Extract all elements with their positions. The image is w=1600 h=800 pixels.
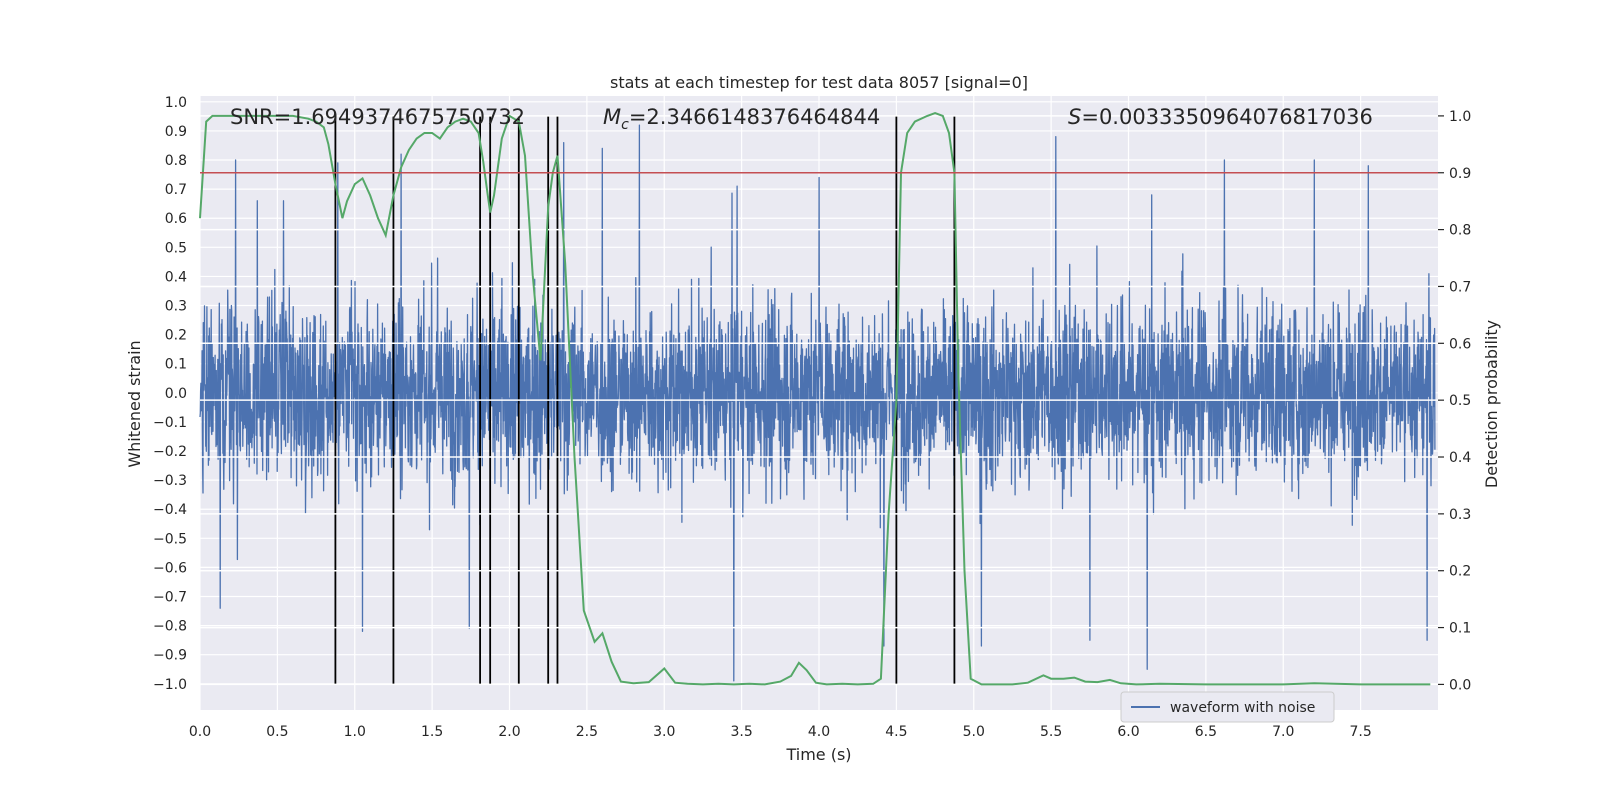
y-right-tick-label: 0.0 xyxy=(1449,677,1471,693)
y-right-tick-label: 0.6 xyxy=(1449,336,1471,352)
y-left-tick-label: −0.9 xyxy=(153,648,187,664)
y-right-tick-label: 0.5 xyxy=(1449,393,1471,409)
s-symbol: S xyxy=(1068,105,1081,129)
y-left-tick-label: −0.1 xyxy=(153,415,187,431)
y-left-tick-label: −0.2 xyxy=(153,444,187,460)
s-value: =0.0033350964076817036 xyxy=(1081,105,1373,129)
y-right-tick-label: 1.0 xyxy=(1449,109,1471,125)
y-left-tick-label: −0.5 xyxy=(153,531,187,547)
y-left-tick-label: 0.8 xyxy=(165,153,187,169)
y-left-tick-label: 1.0 xyxy=(165,95,187,111)
y-left-tick-label: 0.3 xyxy=(165,299,187,315)
x-axis-ticks: 0.0 0.5 1.0 1.5 2.0 2.5 3.0 3.5 4.0 4.5 5.0 5.5 6.0 6… xyxy=(189,724,1372,740)
x-tick-label: 5.0 xyxy=(963,724,985,740)
y-left-tick-label: −0.7 xyxy=(153,590,187,606)
y-right-tick-label: 0.3 xyxy=(1449,507,1471,523)
x-tick-label: 4.5 xyxy=(885,724,907,740)
y-left-tick-label: 0.9 xyxy=(165,124,187,140)
x-tick-label: 2.0 xyxy=(498,724,520,740)
y-left-tick-label: 0.4 xyxy=(165,269,187,285)
y-left-tick-label: 0.2 xyxy=(165,328,187,344)
x-tick-label: 0.5 xyxy=(266,724,288,740)
y-left-tick-label: −1.0 xyxy=(153,677,187,693)
y-right-tick-label: 0.2 xyxy=(1449,564,1471,580)
x-tick-label: 2.5 xyxy=(576,724,598,740)
legend-label-waveform: waveform with noise xyxy=(1170,700,1315,716)
y-left-axis-ticks: 1.0 0.9 0.8 0.7 0.6 0.5 0.4 0.3 0.2 0.1 0.0 −0.1 −0.… xyxy=(153,95,187,693)
x-tick-label: 6.0 xyxy=(1117,724,1139,740)
y-left-tick-label: 0.7 xyxy=(165,182,187,198)
chirp-mass-value: =2.3466148376464844 xyxy=(629,105,880,129)
waveform-series xyxy=(199,124,1436,682)
x-tick-label: 7.0 xyxy=(1272,724,1294,740)
y-right-tick-label: 0.9 xyxy=(1449,166,1471,182)
detection-probability-series xyxy=(199,112,1431,686)
y-left-tick-label: 0.5 xyxy=(165,240,187,256)
s-annotation: S=0.0033350964076817036 xyxy=(1068,105,1373,129)
chirp-mass-subscript: c xyxy=(621,117,629,133)
x-tick-label: 3.0 xyxy=(653,724,675,740)
y-right-tick-label: 0.4 xyxy=(1449,450,1471,466)
snr-annotation: SNR=1.6949374675750732 xyxy=(230,105,525,129)
detection-probability-line xyxy=(199,112,1431,686)
x-tick-label: 6.5 xyxy=(1195,724,1217,740)
y-right-tick-label: 0.1 xyxy=(1449,621,1471,637)
x-tick-label: 0.0 xyxy=(189,724,211,740)
y-right-tick-label: 0.7 xyxy=(1449,279,1471,295)
y-right-axis-ticks: 1.0 0.9 0.8 0.7 0.6 0.5 0.4 0.3 0.2 0.1 0.0 xyxy=(1438,109,1471,693)
y-left-tick-label: −0.6 xyxy=(153,560,187,576)
chirp-mass-annotation: Mc=2.3466148376464844 xyxy=(603,105,880,133)
waveform-line xyxy=(199,124,1436,682)
y-left-tick-label: −0.8 xyxy=(153,619,187,635)
legend-box xyxy=(1120,691,1335,723)
x-tick-label: 7.5 xyxy=(1349,724,1371,740)
y-right-axis-label: Detection probability xyxy=(1482,320,1501,488)
y-left-tick-label: −0.3 xyxy=(153,473,187,489)
x-tick-label: 5.5 xyxy=(1040,724,1062,740)
x-tick-label: 1.0 xyxy=(344,724,366,740)
x-axis-label: Time (s) xyxy=(785,745,851,764)
x-tick-label: 3.5 xyxy=(730,724,752,740)
y-left-tick-label: −0.4 xyxy=(153,502,187,518)
x-tick-label: 1.5 xyxy=(421,724,443,740)
grid-overlay xyxy=(200,115,1438,686)
chart-title: stats at each timestep for test data 805… xyxy=(610,73,1028,92)
y-right-tick-label: 0.8 xyxy=(1449,223,1471,239)
y-left-tick-label: 0.6 xyxy=(165,211,187,227)
y-left-tick-label: 0.1 xyxy=(165,357,187,373)
chirp-mass-symbol: M xyxy=(603,105,621,129)
y-left-axis-label: Whitened strain xyxy=(125,340,144,467)
legend: waveform with noise xyxy=(1120,691,1335,723)
y-left-tick-label: 0.0 xyxy=(165,386,187,402)
x-tick-label: 4.0 xyxy=(808,724,830,740)
